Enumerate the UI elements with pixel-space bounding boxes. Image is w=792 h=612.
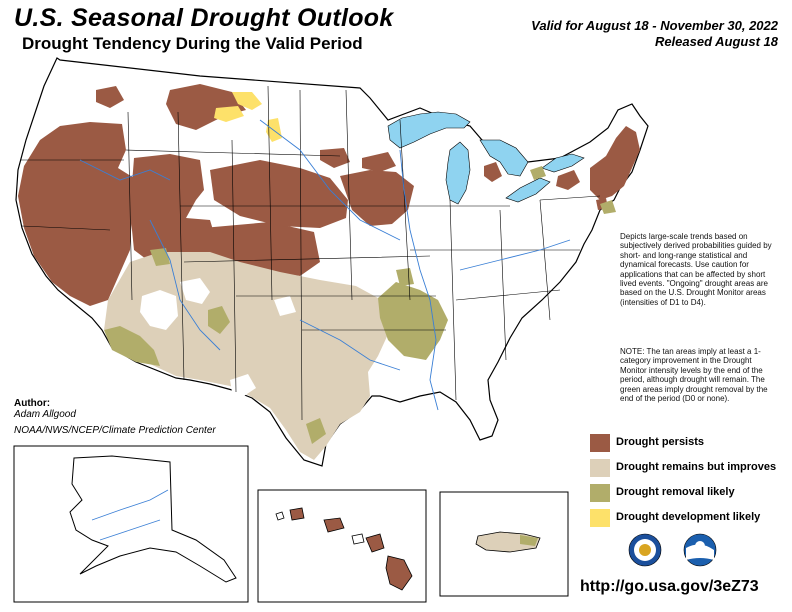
lake-michigan: [445, 141, 471, 205]
author-org: NOAA/NWS/NCEP/Climate Prediction Center: [14, 425, 216, 436]
drought-persists-areas: [18, 84, 640, 306]
author-heading: Author:: [14, 398, 51, 409]
legend-swatch: [590, 434, 610, 452]
lake-superior: [387, 111, 471, 149]
nws-logo: [683, 533, 717, 567]
page-title: U.S. Seasonal Drought Outlook: [14, 4, 394, 32]
lake-huron: [479, 139, 529, 177]
source-url[interactable]: http://go.usa.gov/3eZ73: [580, 578, 759, 595]
no-drought-holes: [140, 278, 296, 396]
legend-swatch: [590, 484, 610, 502]
rivers: [79, 119, 571, 411]
note-text: NOTE: The tan areas imply at least a 1-c…: [620, 347, 768, 404]
lake-erie: [505, 177, 551, 203]
state-borders: [20, 85, 601, 421]
alaska-land: [69, 455, 237, 583]
alaska-rivers: [91, 489, 169, 541]
lake-ontario: [541, 153, 585, 173]
legend-label: Drought remains but improves: [616, 461, 777, 473]
page-subtitle: Drought Tendency During the Valid Period: [22, 34, 363, 53]
legend-swatch: [590, 509, 610, 527]
noaa-seal-logo: [628, 533, 662, 567]
drought-development-areas: [214, 92, 282, 142]
author-name: Adam Allgood: [14, 409, 76, 420]
valid-period: Valid for August 18 - November 30, 2022: [531, 18, 778, 33]
legend-label: Drought development likely: [616, 511, 761, 523]
hawaii-islands: [275, 507, 413, 591]
legend-label: Drought removal likely: [616, 486, 735, 498]
legend-label: Drought persists: [616, 436, 705, 448]
legend-swatch: [590, 459, 610, 477]
release-date: Released August 18: [654, 34, 778, 49]
puerto-rico-olive: [520, 535, 538, 546]
description-text: Depicts large-scale trends based on subj…: [620, 232, 772, 307]
